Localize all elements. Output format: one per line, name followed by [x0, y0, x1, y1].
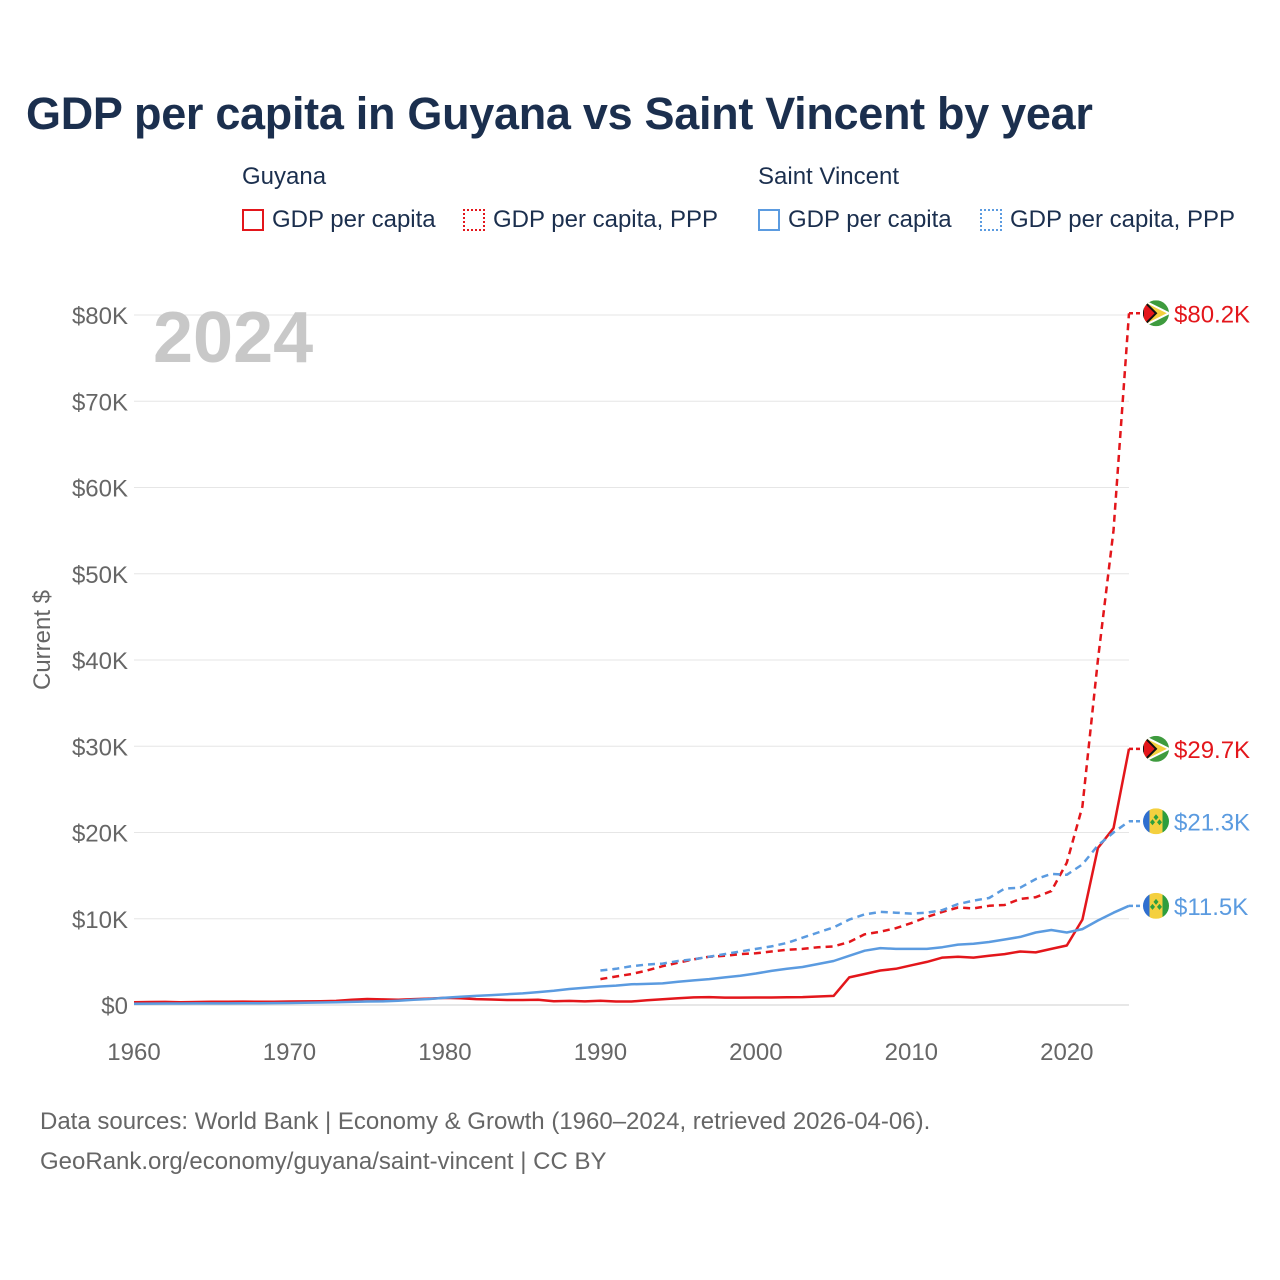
flag-band-gold	[1149, 808, 1163, 835]
flag-body	[1143, 735, 1169, 762]
legend-swatch-solid	[242, 209, 264, 231]
x-tick-label: 1990	[574, 1039, 627, 1066]
y-tick-label: $50K	[72, 562, 128, 589]
grid-lines	[134, 314, 1129, 1006]
flag-diamond	[1153, 898, 1159, 905]
footer-sources: Data sources: World Bank | Economy & Gro…	[40, 1108, 931, 1135]
legend-group-guyana: Guyana	[242, 163, 327, 190]
y-tick-label: $30K	[72, 734, 128, 761]
guyana-flag-icon	[1143, 300, 1169, 327]
flag-body	[1143, 808, 1169, 835]
y-tick-label: $0	[101, 993, 128, 1020]
end-markers: $80.2K $29.7K $21.3K $11.5K	[1129, 300, 1250, 921]
legend-group-saint-vincent: Saint Vincent	[758, 163, 899, 190]
end-value-label: $29.7K	[1174, 737, 1250, 764]
flag-diamond	[1157, 819, 1162, 826]
y-tick-label: $80K	[72, 303, 128, 330]
x-tick-label: 1960	[107, 1039, 160, 1066]
chart-title: GDP per capita in Guyana vs Saint Vincen…	[26, 88, 1093, 139]
flag-diamond	[1157, 903, 1162, 910]
series-lines	[133, 313, 1131, 1005]
y-tick-label: $20K	[72, 821, 128, 848]
flag-body	[1143, 892, 1169, 919]
legend-item-saint-vincent-gdp[interactable]: GDP per capita	[758, 205, 952, 235]
saint-vincent-flag-icon	[1143, 808, 1169, 835]
legend-label: GDP per capita, PPP	[493, 206, 718, 233]
y-tick-label: $60K	[72, 476, 128, 503]
y-axis-title: Current $	[29, 590, 56, 690]
x-tick-label: 2000	[729, 1039, 782, 1066]
legend-swatch-dotted	[463, 209, 485, 231]
year-watermark: 2024	[153, 298, 313, 378]
flag-diamond	[1150, 903, 1155, 910]
legend-label: GDP per capita	[788, 206, 952, 233]
flag-band-blue	[1143, 808, 1150, 835]
series-line	[133, 748, 1131, 1004]
flag-band-green	[1162, 892, 1169, 919]
x-tick-label: 2020	[1040, 1039, 1093, 1066]
x-tick-label: 2010	[885, 1039, 938, 1066]
flag-band-gold	[1149, 892, 1163, 919]
legend-label: GDP per capita, PPP	[1010, 206, 1235, 233]
end-value-label: $21.3K	[1174, 809, 1250, 836]
legend-swatch-dotted	[980, 209, 1002, 231]
flag-diamond	[1153, 814, 1159, 821]
flag-body	[1143, 300, 1169, 327]
flag-arrow-red	[1143, 735, 1158, 762]
saint-vincent-flag-icon	[1143, 892, 1169, 919]
flag-diamond	[1150, 819, 1155, 826]
series-line	[600, 820, 1130, 972]
x-tick-label: 1970	[263, 1039, 316, 1066]
y-tick-label: $40K	[72, 648, 128, 675]
footer-attribution: GeoRank.org/economy/guyana/saint-vincent…	[40, 1148, 607, 1175]
legend-swatch-solid	[758, 209, 780, 231]
series-line	[133, 904, 1130, 1005]
axes: $0 $10K $20K $30K $40K $50K $60K $70K $80K 1960 19…	[72, 303, 1094, 1066]
flag-band-blue	[1143, 892, 1150, 919]
flag-band-green	[1162, 808, 1169, 835]
end-value-label: $80.2K	[1174, 301, 1250, 328]
legend-item-guyana-gdp[interactable]: GDP per capita	[242, 205, 436, 235]
series-line	[600, 313, 1131, 981]
guyana-flag-icon	[1143, 735, 1169, 762]
legend-item-guyana-gdp-ppp[interactable]: GDP per capita, PPP	[463, 205, 718, 235]
y-tick-label: $70K	[72, 389, 128, 416]
legend-item-saint-vincent-gdp-ppp[interactable]: GDP per capita, PPP	[980, 205, 1235, 235]
y-tick-label: $10K	[72, 907, 128, 934]
legend-label: GDP per capita	[272, 206, 436, 233]
end-value-label: $11.5K	[1174, 894, 1248, 921]
flag-arrow-red	[1143, 300, 1158, 327]
x-tick-label: 1980	[418, 1039, 471, 1066]
